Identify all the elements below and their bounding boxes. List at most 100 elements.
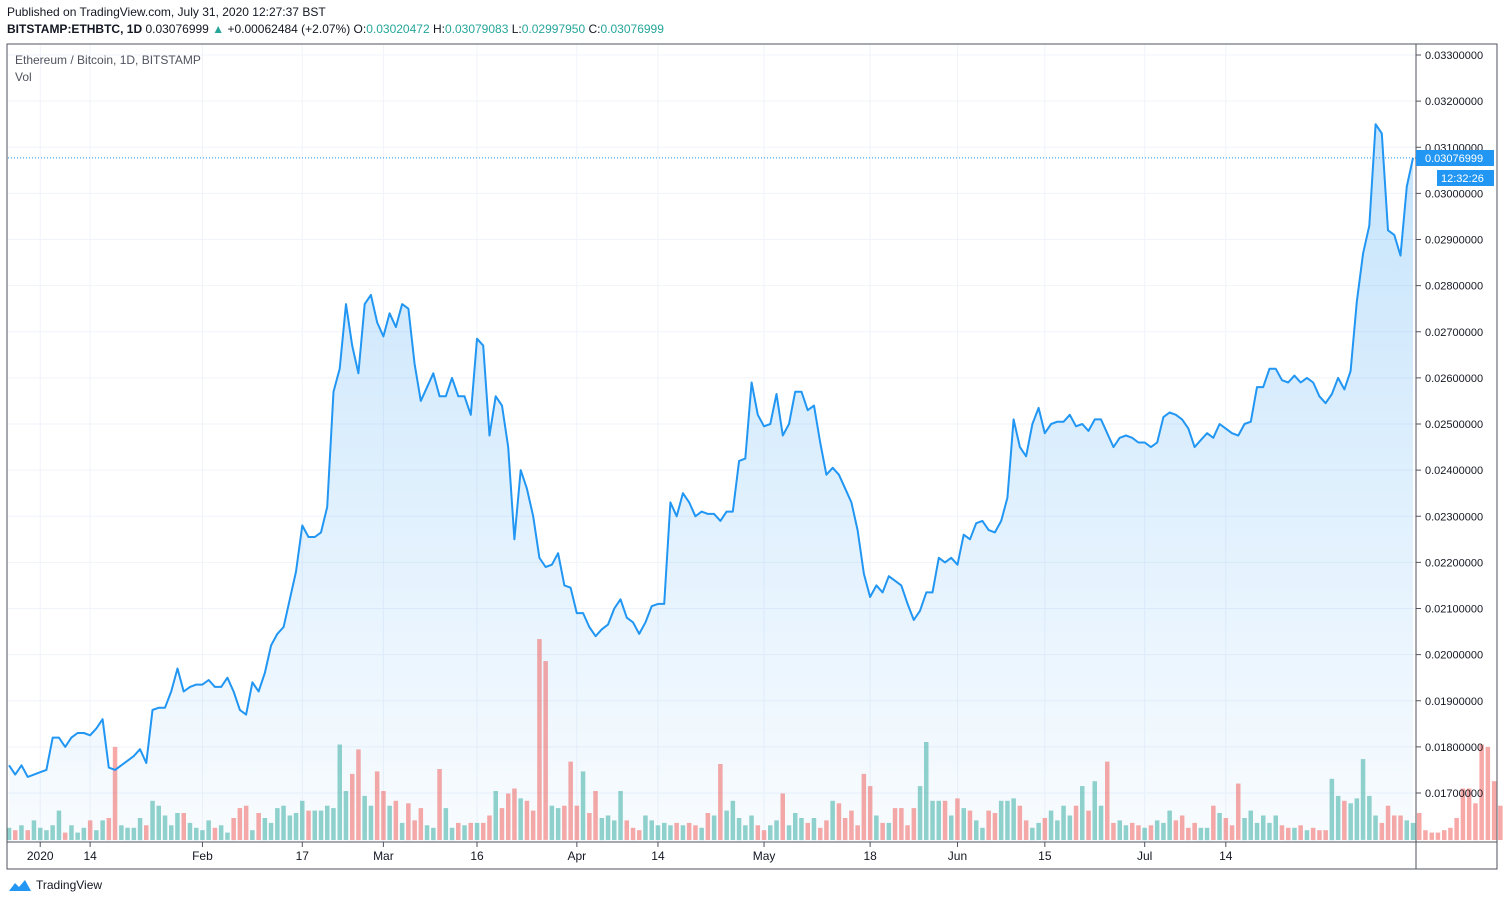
last-price: 0.03076999 xyxy=(145,22,209,36)
volume-bar xyxy=(1442,830,1447,840)
x-tick-label: 14 xyxy=(651,849,665,863)
volume-bar xyxy=(1304,830,1310,840)
volume-bar xyxy=(231,818,236,841)
low-label: L: xyxy=(511,22,522,36)
volume-bar xyxy=(949,815,954,840)
volume-bar xyxy=(312,810,317,840)
volume-bar xyxy=(412,820,417,840)
volume-bar xyxy=(1105,761,1110,840)
volume-bar xyxy=(936,800,941,840)
volume-bar xyxy=(668,825,673,840)
volume-bar xyxy=(1198,827,1204,841)
volume-bar xyxy=(1223,818,1229,841)
volume-bar xyxy=(961,808,966,840)
y-tick-label: 0.03200000 xyxy=(1425,96,1483,108)
volume-bar xyxy=(1023,820,1029,840)
volume-bar xyxy=(768,825,773,840)
ohlc-legend: BITSTAMP:ETHBTC, 1D 0.03076999 ▲ +0.0006… xyxy=(7,22,664,36)
volume-bar xyxy=(1055,820,1060,840)
volume-bar xyxy=(162,815,168,840)
volume-bar xyxy=(362,795,367,840)
volume-bar xyxy=(1323,830,1328,840)
x-tick-label: 16 xyxy=(470,849,484,863)
close-label: C: xyxy=(588,22,601,36)
footer-logo[interactable]: TradingView xyxy=(8,878,102,892)
volume-bar xyxy=(905,825,910,840)
volume-bar xyxy=(387,805,392,840)
volume-bar xyxy=(818,827,823,841)
volume-bar xyxy=(287,815,293,840)
x-tick-label: 15 xyxy=(1038,849,1052,863)
symbol-label[interactable]: BITSTAMP:ETHBTC, 1D xyxy=(7,22,143,36)
volume-bar xyxy=(1242,818,1247,841)
volume-bar xyxy=(730,800,736,840)
volume-bar xyxy=(206,820,211,840)
time-badge-label: 12:32:26 xyxy=(1441,173,1484,185)
x-tick-label: 14 xyxy=(83,849,97,863)
volume-bar xyxy=(1448,827,1453,841)
price-line xyxy=(8,123,1414,778)
volume-bar xyxy=(318,810,324,840)
y-tick-label: 0.02400000 xyxy=(1425,465,1483,477)
volume-bar xyxy=(399,822,405,840)
volume-bar xyxy=(1410,822,1416,840)
volume-bar xyxy=(1036,822,1041,840)
volume-bar xyxy=(1367,795,1372,840)
volume-bar xyxy=(1030,827,1035,841)
volume-bar xyxy=(144,825,149,840)
x-tick-label: 2020 xyxy=(27,849,54,863)
volume-bar xyxy=(19,825,24,840)
volume-bar xyxy=(493,791,498,840)
volume-bar xyxy=(218,825,224,840)
volume-bar xyxy=(836,803,842,841)
volume-bar xyxy=(337,744,342,840)
volume-bar xyxy=(811,818,817,841)
volume-bar xyxy=(599,818,605,841)
volume-bar xyxy=(1273,815,1278,840)
volume-bar xyxy=(300,800,305,840)
volume-bar xyxy=(543,661,548,840)
volume-bar xyxy=(499,808,505,840)
x-tick-label: Jun xyxy=(948,849,967,863)
volume-bar xyxy=(1373,815,1378,840)
volume-bar xyxy=(555,808,561,840)
volume-bar xyxy=(761,830,767,840)
time-axis[interactable]: 2020 14 Feb 17 Mar 16 Apr 14 May 18 Jun 15 Jul 14 xyxy=(27,842,1233,863)
volume-bar xyxy=(1123,825,1129,840)
volume-bar xyxy=(830,800,835,840)
volume-bar xyxy=(1317,830,1322,840)
volume-bar xyxy=(1111,822,1116,840)
volume-bar xyxy=(1080,786,1085,840)
volume-bar xyxy=(998,800,1004,840)
volume-bar xyxy=(306,810,311,840)
volume-bar xyxy=(699,827,704,841)
volume-bar xyxy=(250,830,255,840)
volume-bar xyxy=(1011,798,1016,840)
volume-bar xyxy=(1261,815,1266,840)
volume-bar xyxy=(31,820,37,840)
volume-bar xyxy=(418,808,424,840)
price-badge-label: 0.03076999 xyxy=(1425,153,1483,165)
price-axis[interactable]: 0.01700000 0.01800000 0.01900000 0.02000000… xyxy=(1416,50,1483,800)
volume-bar xyxy=(75,832,80,840)
volume-bar xyxy=(1417,813,1422,840)
volume-bar xyxy=(924,742,929,840)
volume-bar xyxy=(899,808,904,840)
volume-bar xyxy=(1398,815,1403,840)
volume-bar xyxy=(974,820,979,840)
volume-bar xyxy=(225,832,230,840)
volume-bar xyxy=(749,815,754,840)
volume-bar xyxy=(755,825,761,840)
volume-bar xyxy=(181,813,186,840)
volume-bar xyxy=(880,822,885,840)
x-tick-label: Mar xyxy=(373,849,394,863)
volume-bar xyxy=(849,810,854,840)
volume-label: Vol xyxy=(15,70,32,84)
volume-bar xyxy=(237,808,243,840)
volume-bar xyxy=(1473,803,1478,841)
volume-bar xyxy=(112,746,118,840)
volume-bar xyxy=(1161,822,1166,840)
volume-bar xyxy=(137,818,143,841)
volume-bar xyxy=(374,771,380,840)
